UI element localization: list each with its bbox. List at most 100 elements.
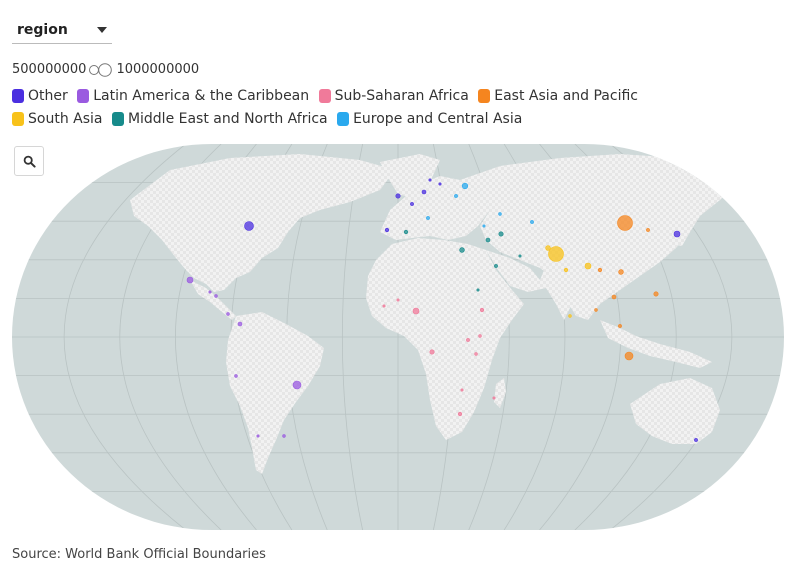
legend-label: South Asia <box>28 111 103 127</box>
country-marker[interactable] <box>494 264 498 268</box>
country-marker[interactable] <box>694 438 698 442</box>
country-marker[interactable] <box>482 224 486 228</box>
legend-item-other[interactable]: Other <box>12 86 68 106</box>
landmass-australia <box>630 378 720 444</box>
color-legend: Other Latin America & the Caribbean Sub-… <box>12 86 732 132</box>
country-marker[interactable] <box>382 304 386 308</box>
landmass-central-america <box>190 280 236 320</box>
country-marker[interactable] <box>237 321 243 327</box>
country-marker[interactable] <box>410 202 414 206</box>
country-marker[interactable] <box>492 396 496 400</box>
country-marker[interactable] <box>457 411 463 417</box>
country-marker[interactable] <box>234 374 238 378</box>
country-marker[interactable] <box>479 307 485 313</box>
country-marker[interactable] <box>412 307 420 315</box>
country-marker[interactable] <box>421 189 427 195</box>
country-marker[interactable] <box>568 314 572 318</box>
country-marker[interactable] <box>426 216 430 220</box>
country-marker[interactable] <box>618 269 624 275</box>
country-marker[interactable] <box>466 338 470 342</box>
country-marker[interactable] <box>429 349 435 355</box>
country-marker[interactable] <box>646 228 650 232</box>
country-marker[interactable] <box>396 298 400 302</box>
country-marker[interactable] <box>545 245 551 251</box>
country-marker[interactable] <box>208 290 212 294</box>
country-marker[interactable] <box>485 237 491 243</box>
country-marker[interactable] <box>244 221 254 231</box>
legend-item-europe-central-asia[interactable]: Europe and Central Asia <box>337 109 522 129</box>
land-masses <box>130 154 764 474</box>
size-legend: 500000000 1000000000 <box>12 62 199 77</box>
legend-label: Sub-Saharan Africa <box>334 88 469 104</box>
country-marker[interactable] <box>428 178 432 182</box>
country-marker[interactable] <box>454 194 458 198</box>
legend-item-east-asia-pacific[interactable]: East Asia and Pacific <box>478 86 638 106</box>
zoom-button[interactable] <box>14 146 44 176</box>
country-marker[interactable] <box>384 227 390 233</box>
legend-swatch <box>478 89 491 103</box>
landmass-madagascar <box>494 378 506 408</box>
country-marker[interactable] <box>459 247 465 253</box>
country-marker[interactable] <box>256 434 260 438</box>
landmass-europe <box>380 176 490 240</box>
country-marker[interactable] <box>624 351 634 361</box>
landmass-new-zealand <box>750 438 764 464</box>
legend-item-sub-saharan-africa[interactable]: Sub-Saharan Africa <box>318 86 469 106</box>
world-map[interactable] <box>0 140 796 535</box>
country-marker[interactable] <box>617 215 633 231</box>
country-marker[interactable] <box>548 246 564 262</box>
country-marker[interactable] <box>461 182 469 190</box>
country-marker[interactable] <box>618 324 622 328</box>
legend-item-middle-east-north-africa[interactable]: Middle East and North Africa <box>111 109 328 129</box>
country-marker[interactable] <box>476 288 480 292</box>
country-marker[interactable] <box>460 388 464 392</box>
legend-swatch <box>77 89 90 103</box>
legend-item-south-asia[interactable]: South Asia <box>12 109 102 129</box>
legend-swatch <box>337 112 350 126</box>
landmass-greenland <box>380 154 440 198</box>
country-marker[interactable] <box>518 254 522 258</box>
country-marker[interactable] <box>403 229 409 235</box>
landmass-africa <box>366 238 524 440</box>
legend-swatch <box>12 112 24 126</box>
search-icon <box>23 155 36 168</box>
size-legend-circles-icon <box>89 62 113 77</box>
landmass-south-asia <box>486 250 582 320</box>
legend-swatch <box>111 112 124 126</box>
country-marker[interactable] <box>282 434 286 438</box>
country-marker[interactable] <box>611 294 617 300</box>
country-marker[interactable] <box>594 308 598 312</box>
country-marker[interactable] <box>292 380 302 390</box>
legend-label: Europe and Central Asia <box>353 111 523 127</box>
legend-swatch <box>318 89 331 103</box>
chevron-down-icon <box>97 26 107 33</box>
legend-label: Latin America & the Caribbean <box>93 88 310 104</box>
country-marker[interactable] <box>597 267 603 273</box>
size-legend-max-label: 1000000000 <box>116 62 200 77</box>
legend-item-latin-america[interactable]: Latin America & the Caribbean <box>77 86 309 106</box>
country-marker[interactable] <box>226 312 230 316</box>
country-marker[interactable] <box>498 212 502 216</box>
landmass-north-america <box>130 154 395 292</box>
country-marker[interactable] <box>653 291 659 297</box>
country-markers <box>186 178 698 442</box>
country-marker[interactable] <box>498 231 504 237</box>
country-marker[interactable] <box>563 267 569 273</box>
country-marker[interactable] <box>438 182 442 186</box>
country-marker[interactable] <box>673 230 681 238</box>
landmass-japan <box>672 218 690 246</box>
country-marker[interactable] <box>530 220 534 224</box>
region-dropdown[interactable]: region <box>12 16 112 44</box>
landmass-asia <box>460 154 736 320</box>
country-marker[interactable] <box>186 276 194 284</box>
landmass-southeast-asia <box>600 320 712 368</box>
country-marker[interactable] <box>474 352 478 356</box>
country-marker[interactable] <box>214 294 218 298</box>
size-legend-min-label: 500000000 <box>12 62 87 77</box>
legend-label: East Asia and Pacific <box>494 88 638 104</box>
country-marker[interactable] <box>395 193 401 199</box>
country-marker[interactable] <box>478 334 482 338</box>
legend-label: Middle East and North Africa <box>127 111 328 127</box>
country-marker[interactable] <box>584 262 592 270</box>
landmass-south-america <box>226 312 324 474</box>
